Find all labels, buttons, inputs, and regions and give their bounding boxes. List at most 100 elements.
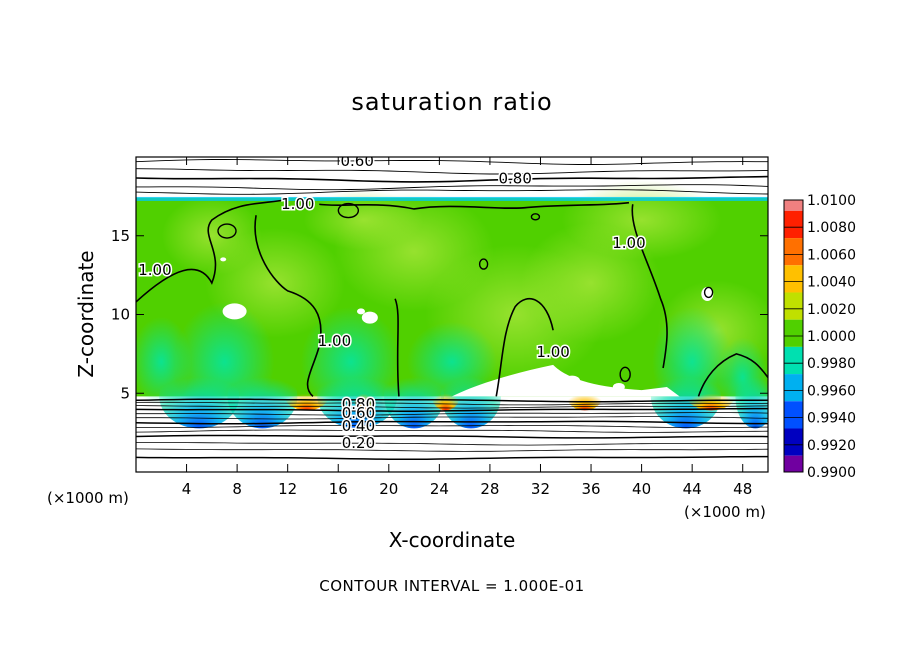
- x-tick-label: 44: [683, 480, 702, 498]
- x-tick-label: 28: [480, 480, 499, 498]
- contour-line: [136, 455, 768, 460]
- contour-line: [136, 425, 768, 428]
- x-unit-right: (×1000 m): [684, 503, 766, 521]
- contour-interval-note: CONTOUR INTERVAL = 1.000E-01: [319, 577, 585, 595]
- contour-loop: [337, 202, 360, 219]
- contour-line-1-00: [254, 215, 322, 398]
- contour-label: 0.60: [340, 152, 373, 170]
- colorbar-swatch: [784, 238, 803, 266]
- contour-line: [136, 184, 768, 191]
- x-tick-label: 40: [632, 480, 651, 498]
- contour-line: [136, 189, 768, 195]
- contour-line: [136, 412, 768, 416]
- contour-label: 0.80: [498, 170, 531, 188]
- y-tick-label: 5: [120, 384, 130, 402]
- contour-label: 1.00: [318, 332, 351, 350]
- colorbar-swatch: [784, 428, 803, 456]
- contour-line-1-00: [697, 353, 768, 397]
- x-tick-label: 20: [379, 480, 398, 498]
- dry-patch: [564, 375, 581, 386]
- colorbar-swatch: [784, 346, 803, 375]
- contour-label: 1.00: [281, 195, 314, 213]
- contour-line-1-00: [136, 198, 288, 303]
- plot-area: 0.600.801.001.001.001.001.000.800.600.40…: [136, 152, 768, 460]
- contour-line: [136, 405, 768, 409]
- colorbar-label: 1.0040: [807, 275, 856, 291]
- contour-line: [136, 448, 768, 452]
- cold-foot: [384, 364, 445, 429]
- x-tick-label: 8: [232, 480, 242, 498]
- contour-line: [136, 429, 768, 433]
- contour-loop: [703, 286, 714, 299]
- contour-label: 0.80: [342, 395, 375, 413]
- cold-foot: [227, 364, 298, 429]
- contour-line: [136, 168, 768, 175]
- y-axis-label: Z-coordinate: [74, 250, 98, 377]
- colorbar-label: 1.0100: [807, 193, 856, 209]
- y-tick-label: 15: [111, 227, 130, 245]
- contour-label: 0.60: [342, 404, 375, 422]
- contour-label: 0.40: [342, 417, 375, 435]
- contour-label: 1.00: [536, 343, 569, 361]
- x-tick-label: 16: [329, 480, 348, 498]
- cold-foot: [159, 364, 240, 429]
- x-tick-label: 4: [182, 480, 192, 498]
- dry-patch: [222, 303, 247, 320]
- contour-loop: [478, 258, 489, 270]
- field-blob: [161, 195, 262, 276]
- contour-loop: [217, 223, 237, 239]
- contour-label: 1.00: [138, 261, 171, 279]
- contour-line: [136, 442, 768, 446]
- colorbar-label: 0.9980: [807, 356, 856, 372]
- contour-line: [136, 175, 768, 183]
- cloud-top-band: [136, 196, 768, 201]
- x-tick-label: 36: [581, 480, 600, 498]
- contour-label: 0.20: [342, 434, 375, 452]
- chart-title: saturation ratio: [351, 88, 553, 116]
- x-tick-label: 32: [531, 480, 550, 498]
- colorbar-label: 1.0060: [807, 247, 856, 263]
- y-tick-label: 10: [111, 306, 130, 324]
- contour-line-1-00: [631, 204, 668, 369]
- contour-label: 1.00: [612, 234, 645, 252]
- dry-patch: [361, 311, 378, 324]
- colorbar-swatch: [784, 292, 803, 320]
- colorbar-label: 0.9900: [807, 465, 856, 481]
- colorbar-label: 1.0000: [807, 329, 856, 345]
- dry-patch: [220, 257, 227, 262]
- cold-foot: [735, 364, 768, 429]
- field-blob: [521, 223, 662, 343]
- colorbar-label: 0.9940: [807, 411, 856, 427]
- colorbar-label: 0.9920: [807, 438, 856, 454]
- x-tick-label: 12: [278, 480, 297, 498]
- contour-loop: [619, 366, 631, 383]
- colorbar-label: 0.9960: [807, 383, 856, 399]
- contour-line-1-00: [394, 298, 400, 397]
- colorbar-swatch: [784, 374, 803, 402]
- contour-line: [136, 416, 768, 420]
- colorbar-swatch: [784, 401, 803, 429]
- dry-patch: [356, 308, 365, 315]
- colorbar-swatch: [784, 210, 803, 239]
- contour-line-1-00: [495, 297, 554, 397]
- colorbar-swatch: [784, 265, 803, 293]
- contour-line: [136, 434, 768, 439]
- x-tick-label: 24: [430, 480, 449, 498]
- dry-patch: [612, 382, 625, 391]
- x-tick-label: 48: [733, 480, 752, 498]
- contour-line: [136, 401, 768, 406]
- x-unit-left: (×1000 m): [47, 489, 129, 507]
- contour-line: [136, 420, 768, 425]
- contour-line: [136, 407, 768, 412]
- colorbar-swatch: [784, 319, 803, 347]
- contour-loop: [530, 213, 541, 221]
- contour-line: [136, 398, 768, 403]
- colorbar-swatch: [784, 200, 803, 211]
- x-axis-label: X-coordinate: [389, 528, 516, 552]
- colorbar-swatch: [784, 455, 803, 472]
- colorbar-label: 1.0080: [807, 220, 856, 236]
- contour-line-1-00: [319, 201, 630, 210]
- colorbar: 1.0100 1.0080 1.0060 1.0040 1.0020 1.0000 0.99…: [783, 193, 856, 481]
